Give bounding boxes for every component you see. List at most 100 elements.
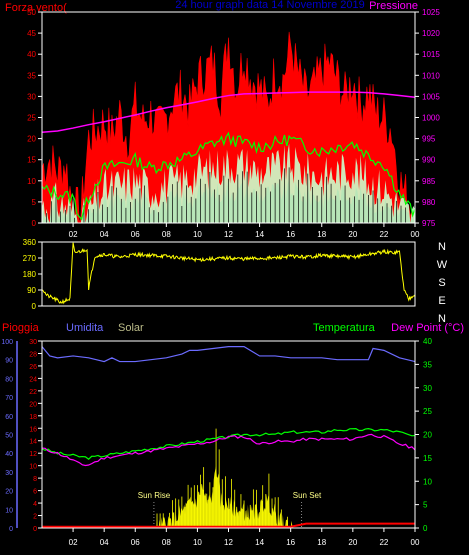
direction-y-tick-label: 90 <box>27 286 36 295</box>
wind-x-tick-label: 00 <box>411 230 420 239</box>
wind-y-tick-label: 35 <box>27 71 36 80</box>
pressure-y-tick-label: 1025 <box>422 8 440 17</box>
direction-plot-frame <box>41 241 416 307</box>
rain-y-tick-label: 28 <box>29 351 37 358</box>
pressure-y-tick-label: 1010 <box>422 71 440 80</box>
wind-x-tick-label: 16 <box>286 230 295 239</box>
temp-y-tick-label: 5 <box>423 501 428 510</box>
wind-x-tick-label: 10 <box>193 230 202 239</box>
rain-y-tick-label: 16 <box>29 426 37 433</box>
lower-x-tick-label: 00 <box>411 538 420 547</box>
temperature-line <box>41 427 416 461</box>
lower-x-tick-label: 10 <box>193 538 202 547</box>
rain-y-tick-label: 18 <box>29 414 37 421</box>
wind-y-tick-label: 10 <box>27 177 36 186</box>
wind-y-tick-label: 30 <box>27 92 36 101</box>
pressure-y-tick-label: 980 <box>422 198 436 207</box>
compass-label: S <box>438 277 445 289</box>
humidity-y-tick-label: 80 <box>5 376 13 383</box>
humidity-y-tick-label: 60 <box>5 414 13 421</box>
rain-y-tick-label: 4 <box>33 501 37 508</box>
humidity-y-tick-label: 90 <box>5 358 13 365</box>
humidity-y-tick-label: 10 <box>5 507 13 514</box>
temp-y-tick-label: 40 <box>423 337 432 346</box>
pressure-y-tick-label: 1015 <box>422 50 440 59</box>
rain-axis-title: Pioggia <box>2 322 40 334</box>
pressure-y-tick-label: 995 <box>422 135 436 144</box>
temp-y-tick-label: 25 <box>423 407 432 416</box>
pressure-y-tick-label: 1020 <box>422 29 440 38</box>
pressure-line <box>41 91 416 134</box>
humidity-y-tick-label: 70 <box>5 395 13 402</box>
lower-x-tick-label: 22 <box>379 538 388 547</box>
humidity-line <box>41 346 416 363</box>
wind-x-tick-label: 18 <box>317 230 326 239</box>
rain-y-tick-label: 20 <box>29 401 37 408</box>
rain-y-tick-label: 14 <box>29 439 37 446</box>
solar-axis-title: Solar <box>118 322 144 334</box>
lower-x-tick-label: 14 <box>255 538 264 547</box>
humidity-y-tick-label: 20 <box>5 489 13 496</box>
direction-y-tick-label: 180 <box>23 270 37 279</box>
temperature-axis-title: Temperatura <box>313 322 376 334</box>
wind-direction-line <box>41 242 416 305</box>
direction-y-tick-label: 0 <box>32 302 37 311</box>
lower-x-tick-label: 08 <box>162 538 171 547</box>
sun-rise-label: Sun Rise <box>138 491 171 500</box>
rain-y-tick-label: 12 <box>29 451 37 458</box>
lower-x-tick-label: 06 <box>131 538 140 547</box>
chart-title: 24 hour graph data 14 Novembre 2019 <box>175 0 365 11</box>
pressure-y-tick-label: 990 <box>422 156 436 165</box>
lower-x-tick-label: 20 <box>348 538 357 547</box>
rain-y-tick-label: 26 <box>29 364 37 371</box>
humidity-y-tick-label: 40 <box>5 451 13 458</box>
lower-x-tick-label: 16 <box>286 538 295 547</box>
wind-x-tick-label: 06 <box>131 230 140 239</box>
temp-y-tick-label: 0 <box>423 524 428 533</box>
wind-average-line <box>41 131 416 221</box>
rain-y-tick-label: 24 <box>29 376 37 383</box>
temp-y-tick-label: 15 <box>423 454 432 463</box>
direction-y-tick-label: 270 <box>23 254 37 263</box>
temp-y-tick-label: 10 <box>423 477 432 486</box>
lower-x-tick-label: 12 <box>224 538 233 547</box>
wind-x-tick-label: 14 <box>255 230 264 239</box>
wind-y-tick-label: 25 <box>27 114 36 123</box>
wind-y-tick-label: 45 <box>27 29 36 38</box>
humidity-y-tick-label: 50 <box>5 433 13 440</box>
pressure-axis-title: Pressione <box>369 0 418 12</box>
wind-y-tick-label: 50 <box>27 8 36 17</box>
humidity-y-tick-label: 100 <box>1 339 13 346</box>
humidity-y-tick-label: 0 <box>9 526 13 533</box>
rain-y-tick-label: 8 <box>33 476 37 483</box>
rain-line <box>42 522 415 528</box>
rain-y-tick-label: 2 <box>33 514 37 521</box>
pressure-y-tick-label: 1005 <box>422 92 440 101</box>
wind-x-tick-label: 02 <box>69 230 78 239</box>
rain-y-tick-label: 10 <box>29 464 37 471</box>
wind-y-tick-label: 20 <box>27 135 36 144</box>
rain-y-tick-label: 30 <box>29 339 37 346</box>
wind-x-tick-label: 20 <box>348 230 357 239</box>
humidity-y-tick-label: 30 <box>5 470 13 477</box>
pressure-y-tick-label: 1000 <box>422 114 440 123</box>
pressure-y-tick-label: 975 <box>422 219 436 228</box>
dewpoint-axis-title: Dew Point (°C) <box>391 322 464 334</box>
compass-label: W <box>437 259 448 271</box>
sun-set-label: Sun Set <box>293 491 322 500</box>
lower-x-tick-label: 18 <box>317 538 326 547</box>
rain-y-tick-label: 0 <box>33 526 37 533</box>
rain-y-tick-label: 6 <box>33 489 37 496</box>
wind-y-tick-label: 40 <box>27 50 36 59</box>
temp-y-tick-label: 20 <box>423 431 432 440</box>
pressure-y-tick-label: 985 <box>422 177 436 186</box>
direction-y-tick-label: 360 <box>23 238 37 247</box>
wind-x-tick-label: 08 <box>162 230 171 239</box>
compass-label: E <box>438 295 445 307</box>
wind-y-tick-label: 0 <box>32 219 37 228</box>
temp-y-tick-label: 35 <box>423 360 432 369</box>
lower-x-tick-label: 02 <box>69 538 78 547</box>
lower-x-tick-label: 04 <box>100 538 109 547</box>
wind-x-tick-label: 04 <box>100 230 109 239</box>
